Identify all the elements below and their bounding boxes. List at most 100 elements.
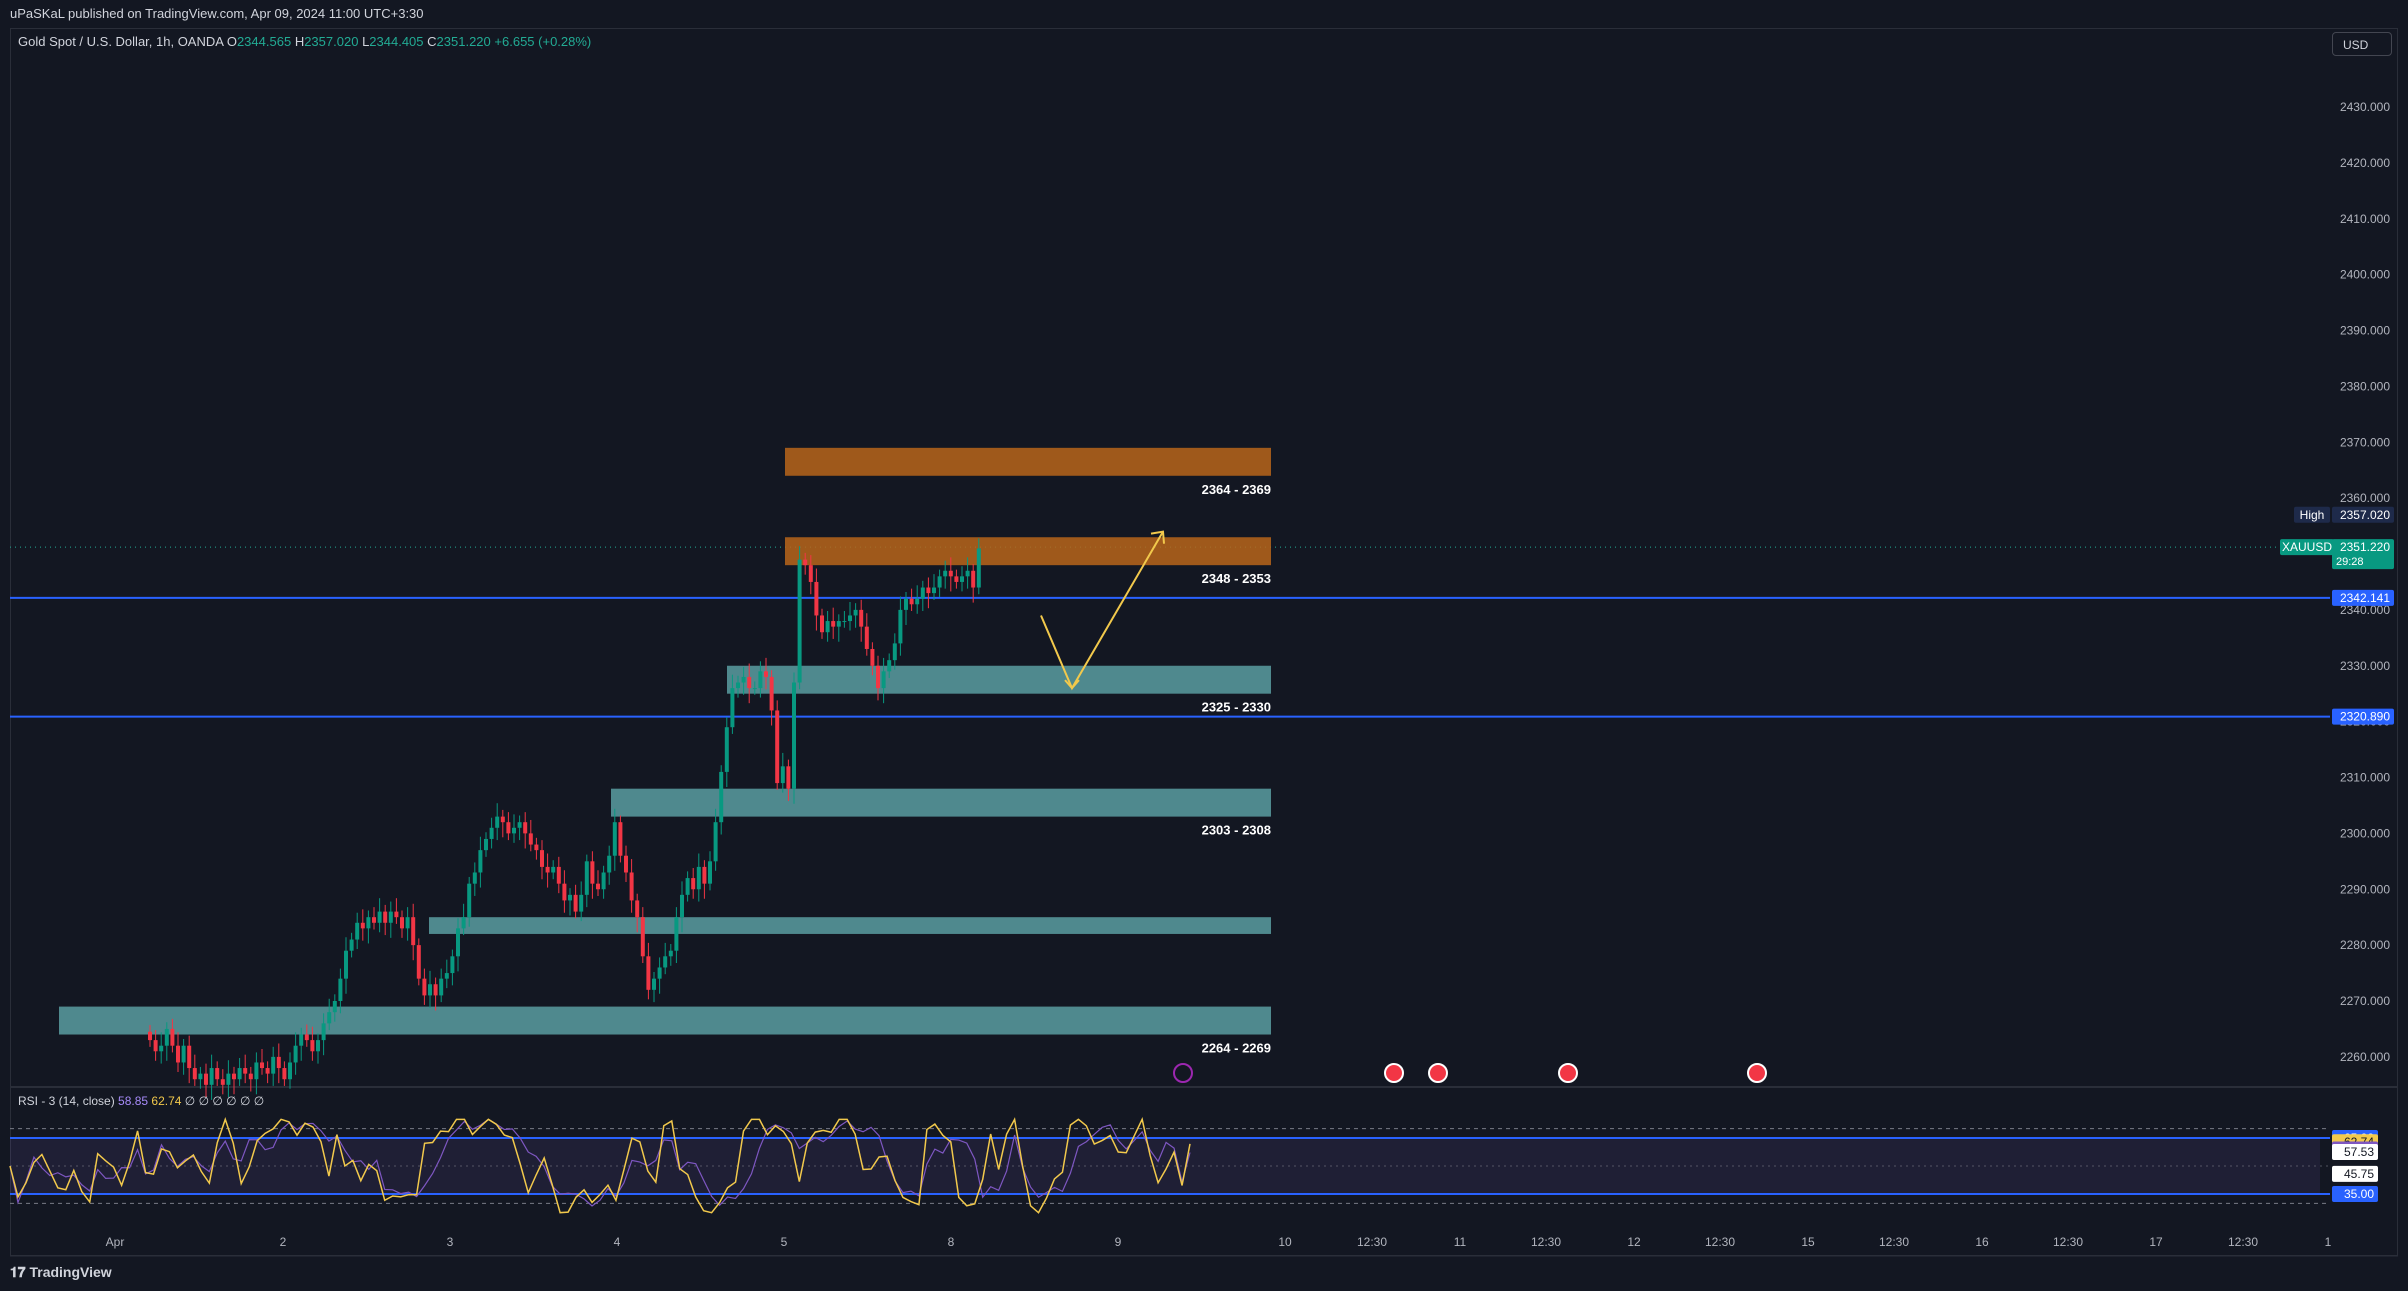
candle (607, 855, 612, 873)
currency-selector[interactable]: USD (2332, 32, 2392, 56)
candle (663, 956, 668, 968)
candle (573, 894, 578, 912)
candle (887, 660, 892, 672)
x-tick-label: 12 (1627, 1235, 1641, 1249)
hline-tag-bg (2332, 708, 2394, 725)
rsi-lower-tag: 35.00 (2344, 1187, 2374, 1201)
candle (624, 855, 628, 873)
close-value: 2351.220 (436, 34, 491, 49)
candle (153, 1040, 158, 1052)
candle (601, 872, 606, 890)
candle (736, 682, 740, 689)
candle (965, 570, 970, 577)
candle (248, 1073, 253, 1080)
candle (741, 676, 746, 683)
publisher-line: uPaSKaL published on TradingView.com, Ap… (10, 6, 424, 21)
candle (495, 816, 500, 828)
flag-event-icon (1558, 1063, 1578, 1083)
y-tick-label: 2330.000 (2340, 659, 2390, 673)
candle (853, 609, 858, 616)
candle (780, 766, 785, 784)
candle (892, 643, 897, 661)
y-tick-label: 2430.000 (2340, 100, 2390, 114)
candle (304, 1034, 309, 1041)
candle (254, 1062, 259, 1080)
rsi-value-1: 58.85 (118, 1094, 149, 1108)
candle (192, 1068, 197, 1080)
candle (803, 559, 808, 566)
candle (909, 598, 914, 605)
symbol-legend: Gold Spot / U.S. Dollar, 1h, OANDA O2344… (18, 34, 591, 49)
candle (523, 822, 528, 834)
candle (181, 1045, 186, 1063)
candle (668, 950, 673, 957)
candle (556, 866, 561, 884)
zone-label: 2325 - 2330 (1202, 700, 1271, 715)
candle (584, 861, 589, 895)
candle (372, 917, 376, 923)
candle (164, 1028, 169, 1046)
symbol-tag-text: XAUUSD (2282, 540, 2332, 554)
y-tick-label: 2280.000 (2340, 938, 2390, 952)
candle (758, 671, 763, 689)
countdown-text: 29:28 (2336, 556, 2364, 568)
candle (433, 984, 438, 996)
price-tag-bg (2332, 539, 2394, 570)
candle (596, 883, 600, 890)
y-tick-label: 2260.000 (2340, 1050, 2390, 1064)
high-value-bg (2332, 506, 2394, 523)
x-tick-label: 17 (2149, 1235, 2163, 1249)
high-tag-bg (2294, 506, 2330, 523)
flag-event-icon (1747, 1063, 1767, 1083)
candle (859, 609, 864, 627)
candle (444, 973, 449, 979)
candle (568, 894, 572, 901)
candle (848, 615, 852, 622)
candle (831, 621, 836, 627)
rsi-white-tag-2-bg (2332, 1165, 2378, 1182)
candle (517, 822, 522, 828)
high-label: H (294, 34, 305, 49)
candle (870, 648, 875, 666)
candle (148, 1031, 152, 1041)
candle (820, 615, 824, 633)
candle (338, 978, 343, 1001)
flag-event-icon (1428, 1063, 1448, 1083)
candle (198, 1073, 203, 1080)
candle (243, 1068, 248, 1074)
x-tick-label: 10 (1278, 1235, 1292, 1249)
hline-tag-text: 2342.141 (2340, 591, 2390, 605)
lightning-event-icon (1173, 1063, 1193, 1083)
candle (512, 827, 516, 834)
candle (327, 1012, 332, 1024)
candle (388, 911, 393, 923)
candle (394, 911, 399, 918)
candle (629, 872, 634, 901)
candle (220, 1079, 225, 1085)
x-tick-label: 12:30 (1879, 1235, 1909, 1249)
candle (635, 900, 640, 918)
candle (489, 827, 494, 839)
candle (332, 1001, 337, 1013)
x-tick-label: 15 (1801, 1235, 1815, 1249)
y-tick-label: 2290.000 (2340, 882, 2390, 896)
candle (640, 917, 645, 957)
candle (349, 939, 354, 951)
flag-event-icon (1384, 1063, 1404, 1083)
candle (282, 1068, 287, 1080)
candle (439, 978, 444, 996)
candle (696, 866, 701, 890)
candle (876, 665, 880, 689)
x-tick-label: 12:30 (1357, 1235, 1387, 1249)
open-label: O (226, 34, 237, 49)
tv-logo-icon: 𝟏𝟕 (10, 1264, 26, 1280)
zone-4 (429, 917, 1271, 934)
zone-3 (611, 788, 1271, 817)
tradingview-logo[interactable]: 𝟏𝟕 TradingView (10, 1264, 112, 1281)
candle (797, 559, 802, 683)
candle (769, 676, 774, 711)
y-tick-label: 2410.000 (2340, 212, 2390, 226)
rsi-white-tag: 57.53 (2344, 1145, 2374, 1159)
candle (299, 1034, 304, 1046)
